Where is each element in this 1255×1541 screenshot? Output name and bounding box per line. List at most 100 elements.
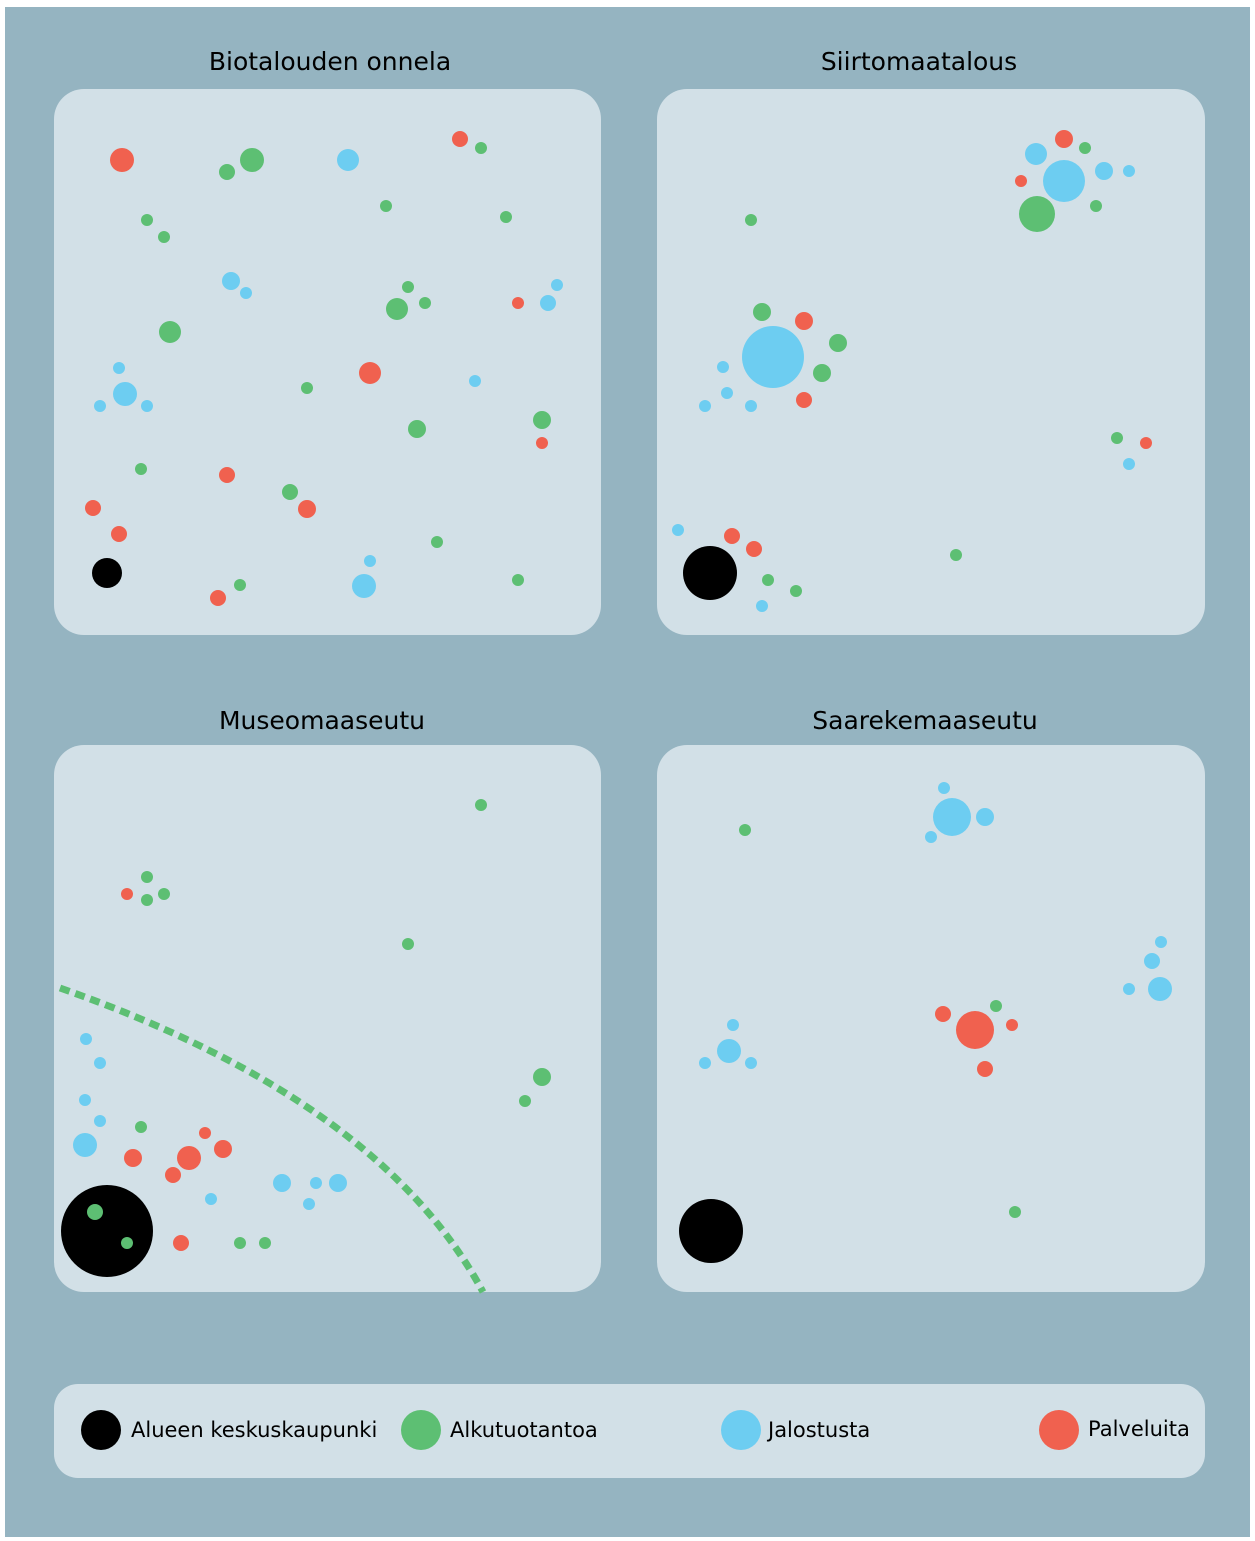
dot (173, 1235, 189, 1251)
dot (753, 303, 771, 321)
dot (240, 148, 264, 172)
dot (219, 164, 235, 180)
dot (745, 1057, 757, 1069)
dot (796, 392, 812, 408)
dot (121, 1237, 133, 1249)
dot (124, 1149, 142, 1167)
dot (724, 528, 740, 544)
dot (745, 214, 757, 226)
dot (234, 579, 246, 591)
dot (1015, 175, 1027, 187)
dot (141, 871, 153, 883)
dot (512, 574, 524, 586)
panel-title: Biotalouden onnela (209, 47, 451, 76)
dot (976, 808, 994, 826)
dot (717, 361, 729, 373)
dot (475, 142, 487, 154)
dot (419, 297, 431, 309)
dot (1095, 162, 1113, 180)
dot (990, 1000, 1002, 1012)
dot (1123, 983, 1135, 995)
dot (210, 590, 226, 606)
dot (933, 798, 971, 836)
legend-label: Jalostusta (766, 1418, 870, 1442)
dot (727, 1019, 739, 1031)
dot (199, 1127, 211, 1139)
dot (303, 1198, 315, 1210)
legend-swatch (81, 1410, 121, 1450)
dot (1144, 953, 1160, 969)
dot (540, 295, 556, 311)
dot (94, 400, 106, 412)
dot (141, 214, 153, 226)
dot (469, 375, 481, 387)
dot (352, 574, 376, 598)
dot (87, 1204, 103, 1220)
dot (402, 281, 414, 293)
legend-box (54, 1384, 1205, 1478)
dot (273, 1174, 291, 1192)
dot (717, 1039, 741, 1063)
dot (94, 1115, 106, 1127)
dot (141, 894, 153, 906)
dot (214, 1140, 232, 1158)
dot (282, 484, 298, 500)
dot (113, 362, 125, 374)
dot (158, 231, 170, 243)
dot (813, 364, 831, 382)
dot (165, 1167, 181, 1183)
dot (234, 1237, 246, 1249)
dot (301, 382, 313, 394)
dot (512, 297, 524, 309)
dot (359, 362, 381, 384)
dot (121, 888, 133, 900)
dot (950, 549, 962, 561)
dot (739, 824, 751, 836)
dot (310, 1177, 322, 1189)
panel-title: Museomaaseutu (219, 706, 425, 735)
dot (85, 500, 101, 516)
dot (135, 1121, 147, 1133)
dot (699, 1057, 711, 1069)
dot (536, 437, 548, 449)
dot (795, 312, 813, 330)
dot (938, 782, 950, 794)
dot (159, 321, 181, 343)
dot (1111, 432, 1123, 444)
dot (1090, 200, 1102, 212)
dot (500, 211, 512, 223)
dot (337, 149, 359, 171)
dot (259, 1237, 271, 1249)
dot (402, 938, 414, 950)
legend-swatch (721, 1410, 761, 1450)
legend-swatch (1039, 1410, 1079, 1450)
dot (956, 1011, 994, 1049)
dot (110, 148, 134, 172)
legend-label: Palveluita (1088, 1417, 1190, 1441)
panel-title: Siirtomaatalous (821, 47, 1017, 76)
dot (73, 1133, 97, 1157)
boundary-line (58, 984, 487, 1294)
dot (1025, 143, 1047, 165)
dot (1019, 196, 1055, 232)
dot (1079, 142, 1091, 154)
dot (1009, 1206, 1021, 1218)
dot (141, 400, 153, 412)
dot (240, 287, 252, 299)
dot (672, 524, 684, 536)
dot (925, 831, 937, 843)
dot (113, 382, 137, 406)
dot (829, 334, 847, 352)
dot (746, 541, 762, 557)
dot (699, 400, 711, 412)
dot (80, 1033, 92, 1045)
panel (54, 89, 601, 635)
dot (79, 1094, 91, 1106)
dot (790, 585, 802, 597)
dot (1123, 165, 1135, 177)
dot (533, 1068, 551, 1086)
legend-label: Alkutuotantoa (450, 1418, 598, 1442)
panel (657, 89, 1205, 635)
dot (935, 1006, 951, 1022)
